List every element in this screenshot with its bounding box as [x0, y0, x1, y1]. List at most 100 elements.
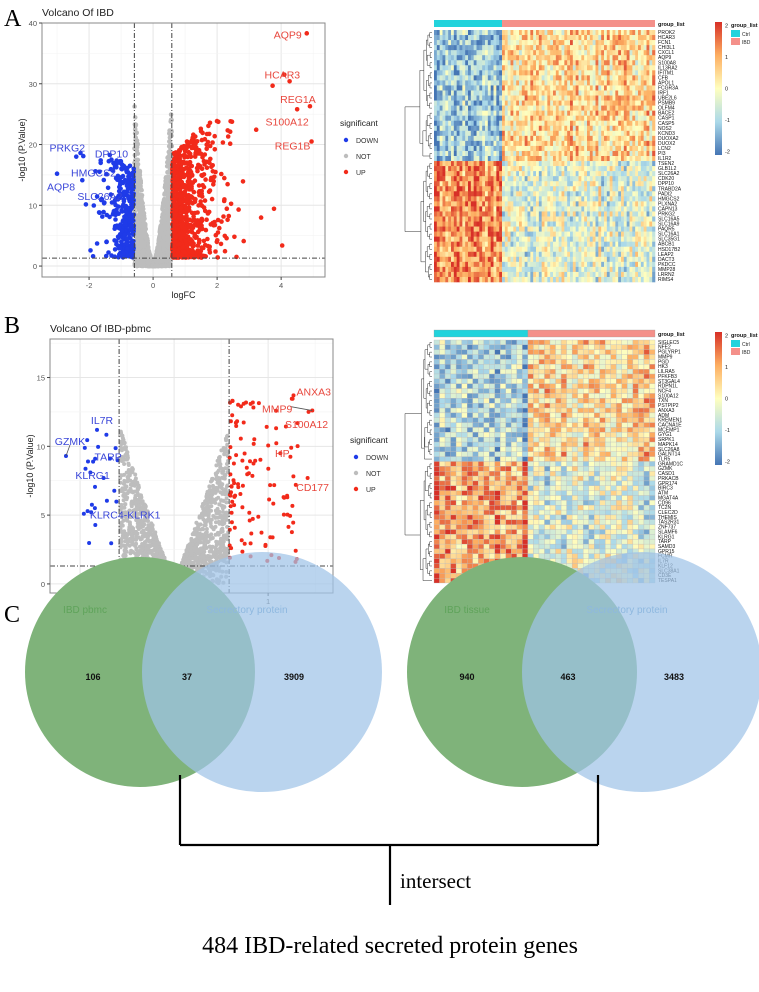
heatmap-cell [652, 50, 656, 56]
heatmap-cell [550, 45, 554, 51]
data-point-not [135, 157, 141, 163]
heatmap-cell [487, 55, 491, 61]
data-point-not [204, 530, 209, 535]
data-point-up [175, 227, 181, 232]
data-point-not [219, 541, 224, 546]
data-point-up [274, 441, 279, 446]
heatmap-cell [598, 50, 602, 56]
heatmap-cell [448, 40, 452, 46]
data-point-up [225, 217, 230, 223]
data-point-down [107, 214, 112, 220]
data-point-up [233, 493, 238, 498]
heatmap-cell [589, 40, 593, 46]
data-point-up [248, 459, 252, 464]
data-point-not [141, 233, 146, 238]
heatmap-cell [442, 40, 446, 46]
heatmap-cell [519, 30, 523, 36]
heatmap-cell [638, 30, 642, 36]
heatmap-cell [638, 45, 642, 51]
heatmap-cell [638, 50, 642, 56]
data-point-not [137, 204, 143, 209]
data-point-down [104, 239, 109, 244]
heatmap-cell [587, 35, 591, 41]
heatmap-cell [482, 55, 486, 61]
data-point-up [281, 512, 286, 517]
heatmap-cell [504, 45, 508, 51]
heatmap-cell [623, 35, 627, 41]
heatmap-cell [521, 55, 525, 61]
gene-label: DPP10 [95, 149, 128, 161]
data-point-up [190, 201, 195, 206]
heatmap-cell [451, 35, 455, 41]
data-point-not [121, 543, 126, 548]
data-point-not [119, 502, 124, 507]
data-point-not [215, 480, 220, 485]
gene-label: TARP [95, 452, 122, 464]
heatmap-cell [606, 35, 610, 41]
data-point-not [214, 463, 219, 468]
data-point-up [205, 211, 211, 216]
y-axis-label: -log10 (P.Value) [17, 118, 27, 181]
heatmap-cell [496, 45, 500, 51]
data-point-not [142, 240, 147, 245]
heatmap-cell [462, 55, 466, 61]
heatmap-cell [621, 50, 625, 56]
data-point-up [175, 175, 180, 181]
heatmap-cell [476, 35, 480, 41]
heatmap-cell [476, 30, 480, 36]
data-point-up [193, 150, 198, 156]
data-point-up [200, 183, 205, 188]
heatmap-cell [434, 55, 438, 61]
heatmap-cell [626, 40, 630, 46]
volcano-plot-0: AQP9HCAR3REG1AS100A12REG1BPRKG2DPP10HMGC… [17, 7, 378, 300]
heatmap-cell [499, 30, 503, 36]
heatmap-cell [453, 45, 457, 51]
heatmap-cell [448, 55, 452, 61]
data-point-up [215, 238, 220, 243]
data-point-up [207, 250, 213, 255]
heatmap-cell [487, 45, 491, 51]
heatmap-cell [604, 40, 608, 46]
data-point-up [279, 243, 285, 248]
heatmap-cell [567, 45, 571, 51]
heatmap-cell [521, 45, 525, 51]
gene-label: ANXA3 [297, 386, 332, 398]
heatmap-cell [592, 45, 596, 51]
data-point-not [126, 461, 131, 466]
heatmap-cell [436, 35, 440, 41]
heatmap-cell [473, 45, 477, 51]
data-point-up [236, 402, 241, 407]
heatmap-cell [434, 30, 438, 36]
data-point-not [160, 258, 165, 264]
heatmap-cell [629, 30, 633, 36]
heatmap-cell [629, 35, 633, 41]
data-point-up [204, 131, 210, 137]
heatmap-cell [507, 35, 511, 41]
y-tick-label: 30 [29, 80, 37, 89]
data-point-down [117, 184, 122, 190]
heatmap-cell [578, 55, 582, 61]
heatmap-cell [485, 55, 489, 61]
heatmap-cell [530, 35, 534, 41]
data-point-up [197, 237, 202, 243]
heatmap-cell [581, 50, 585, 56]
heatmap-cell [558, 50, 562, 56]
data-point-not [128, 482, 133, 487]
data-point-up [291, 474, 296, 479]
data-point-up [236, 482, 240, 487]
heatmap-cell [632, 50, 636, 56]
data-point-up [295, 444, 300, 449]
heatmap-cell [578, 50, 582, 56]
heatmap-cell [550, 50, 554, 56]
data-point-not [194, 557, 199, 562]
legend-title: significant [350, 435, 388, 445]
heatmap-cell [581, 45, 585, 51]
heatmap-cell [632, 45, 636, 51]
heatmap-cell [595, 50, 599, 56]
data-point-up [182, 227, 187, 232]
data-point-up [181, 221, 186, 226]
heatmap-cell [519, 50, 523, 56]
data-point-not [185, 547, 190, 551]
legend-label-up: UP [356, 170, 366, 177]
data-point-not [123, 549, 128, 554]
